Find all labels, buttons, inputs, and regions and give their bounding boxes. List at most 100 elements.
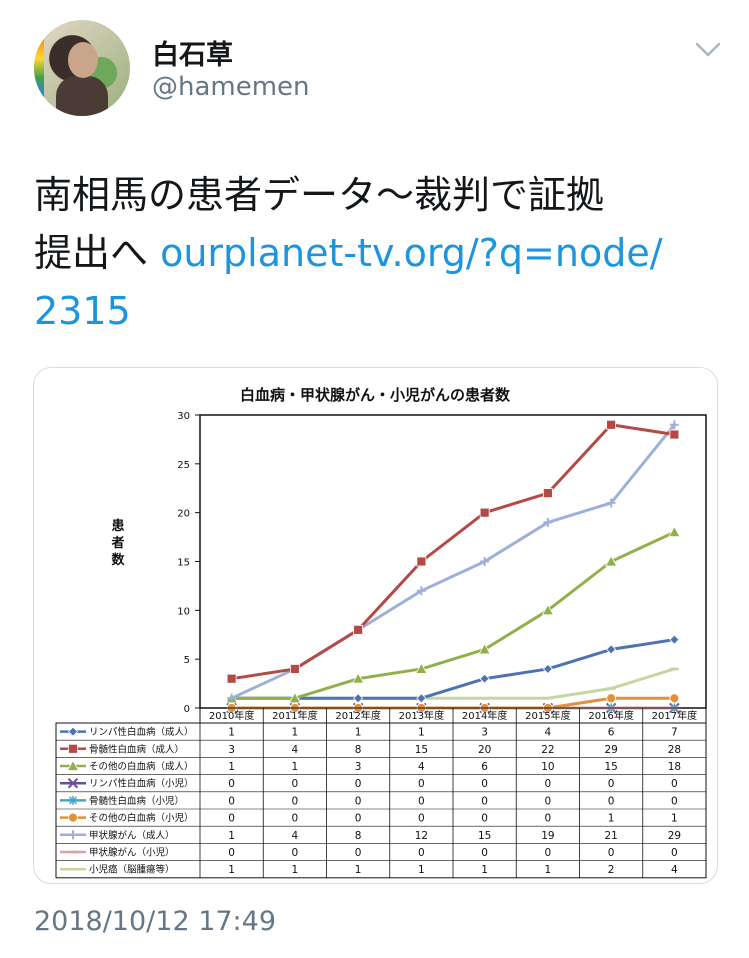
chart-title: 白血病・甲状腺がん・小児がんの患者数 [240, 386, 511, 404]
table-cell-value: 0 [355, 813, 362, 825]
y-tick-label: 10 [177, 606, 190, 617]
data-point [478, 643, 491, 655]
table-cell-value: 3 [355, 761, 362, 773]
table-cell-value: 20 [478, 744, 491, 756]
data-point [226, 673, 237, 684]
data-point [415, 662, 428, 674]
tweet-link-part2[interactable]: 2315 [34, 289, 131, 333]
x-category-label: 2011年度 [272, 709, 317, 722]
table-cell-value: 15 [604, 761, 617, 773]
legend-key [60, 726, 86, 737]
series-line [230, 638, 676, 700]
table-cell-value: 19 [541, 830, 554, 842]
table-cell-value: 0 [292, 813, 299, 825]
data-point [353, 693, 364, 704]
series-line [230, 423, 676, 681]
legend-entry: 骨髄性白血病（成人） [89, 743, 184, 755]
table-cell-value: 6 [481, 761, 488, 773]
data-point [416, 556, 427, 567]
table-cell-value: 0 [228, 847, 235, 859]
table-cell-value: 4 [418, 761, 425, 773]
data-point [541, 604, 555, 616]
legend-entry: 骨髄性白血病（小児） [89, 795, 184, 807]
table-cell-value: 4 [671, 864, 678, 876]
attached-image-card[interactable]: 白血病・甲状腺がん・小児がんの患者数患者数 0 5 10 15 20 25 30 2010年度 2… [33, 367, 718, 884]
legend-key [60, 812, 86, 823]
table-cell-value: 0 [292, 778, 299, 790]
y-tick-label: 20 [177, 509, 190, 520]
y-axis-label-char: 者 [110, 535, 124, 551]
timestamp[interactable]: 2018/10/12 17:49 [34, 906, 277, 937]
table-cell-value: 1 [228, 864, 235, 876]
table-cell-value: 0 [228, 778, 235, 790]
series-2 [225, 525, 681, 704]
chevron-down-icon[interactable] [694, 40, 722, 60]
tweet-text-line2: 提出へ [34, 231, 161, 275]
tweet-link-part1[interactable]: ourplanet-tv.org/?q=node/ [160, 231, 663, 275]
x-category-label: 2013年度 [399, 709, 444, 722]
table-cell-value: 0 [671, 847, 678, 859]
y-tick-label: 15 [177, 558, 190, 569]
legend-key [60, 795, 86, 805]
data-point [66, 759, 80, 771]
table-cell-value: 0 [481, 847, 488, 859]
data-point [606, 693, 617, 704]
table-cell-value: 0 [481, 778, 488, 790]
table-cell-value: 0 [355, 795, 362, 807]
data-point [604, 555, 618, 567]
table-cell-value: 1 [292, 727, 299, 739]
table-cell-value: 0 [481, 813, 488, 825]
tweet-link[interactable]: ourplanet-tv.org/?q=node/2315 [34, 231, 663, 333]
data-point [480, 557, 490, 566]
tweet-text: 南相馬の患者データ〜裁判で証拠 提出へ ourplanet-tv.org/?q=… [34, 166, 724, 340]
table-cell-value: 0 [671, 795, 678, 807]
legend-key [60, 759, 86, 771]
table-cell-value: 0 [545, 778, 552, 790]
table-cell-value: 0 [292, 847, 299, 859]
legend-key [60, 830, 86, 840]
plot-area [199, 414, 707, 709]
x-category-label: 2017年度 [652, 709, 697, 722]
legend-key [60, 743, 86, 754]
avatar[interactable] [34, 20, 130, 116]
data-point [669, 420, 679, 430]
table-cell-value: 0 [228, 795, 235, 807]
data-point [67, 726, 79, 737]
x-category-label: 2012年度 [335, 709, 380, 722]
table-cell-value: 0 [481, 795, 488, 807]
table-cell-value: 1 [418, 727, 425, 739]
data-point [68, 743, 78, 754]
series-line [230, 530, 676, 700]
legend-entry: リンパ性白血病（小児） [89, 778, 194, 790]
table-cell-value: 3 [228, 744, 235, 756]
table-cell-value: 22 [541, 744, 554, 756]
series-0 [226, 634, 680, 704]
table-cell-value: 1 [228, 727, 235, 739]
table-cell-value: 0 [418, 847, 425, 859]
y-axis-label-char: 数 [111, 552, 125, 568]
table-cell-value: 1 [292, 864, 299, 876]
table-cell-value: 0 [355, 778, 362, 790]
table-cell-value: 0 [671, 778, 678, 790]
table-cell-value: 1 [608, 813, 615, 825]
table-cell-value: 6 [608, 727, 615, 739]
y-tick-label: 0 [184, 704, 190, 715]
avatar-face [68, 42, 98, 78]
table-cell-value: 1 [418, 864, 425, 876]
x-category-label: 2014年度 [462, 709, 507, 722]
table-cell-value: 0 [608, 778, 615, 790]
table-cell-value: 4 [545, 727, 552, 739]
table-cell-value: 21 [604, 830, 617, 842]
author-handle[interactable]: @hamemen [152, 72, 310, 102]
table-cell-value: 3 [481, 727, 488, 739]
table-cell-value: 0 [418, 795, 425, 807]
table-cell-value: 0 [355, 847, 362, 859]
data-point [479, 507, 490, 518]
table-cell-value: 1 [292, 761, 299, 773]
table-cell-value: 0 [545, 813, 552, 825]
table-cell-value: 1 [355, 864, 362, 876]
table-cell-value: 0 [545, 795, 552, 807]
table-cell-value: 28 [668, 744, 681, 756]
author-name[interactable]: 白石草 [152, 40, 233, 71]
